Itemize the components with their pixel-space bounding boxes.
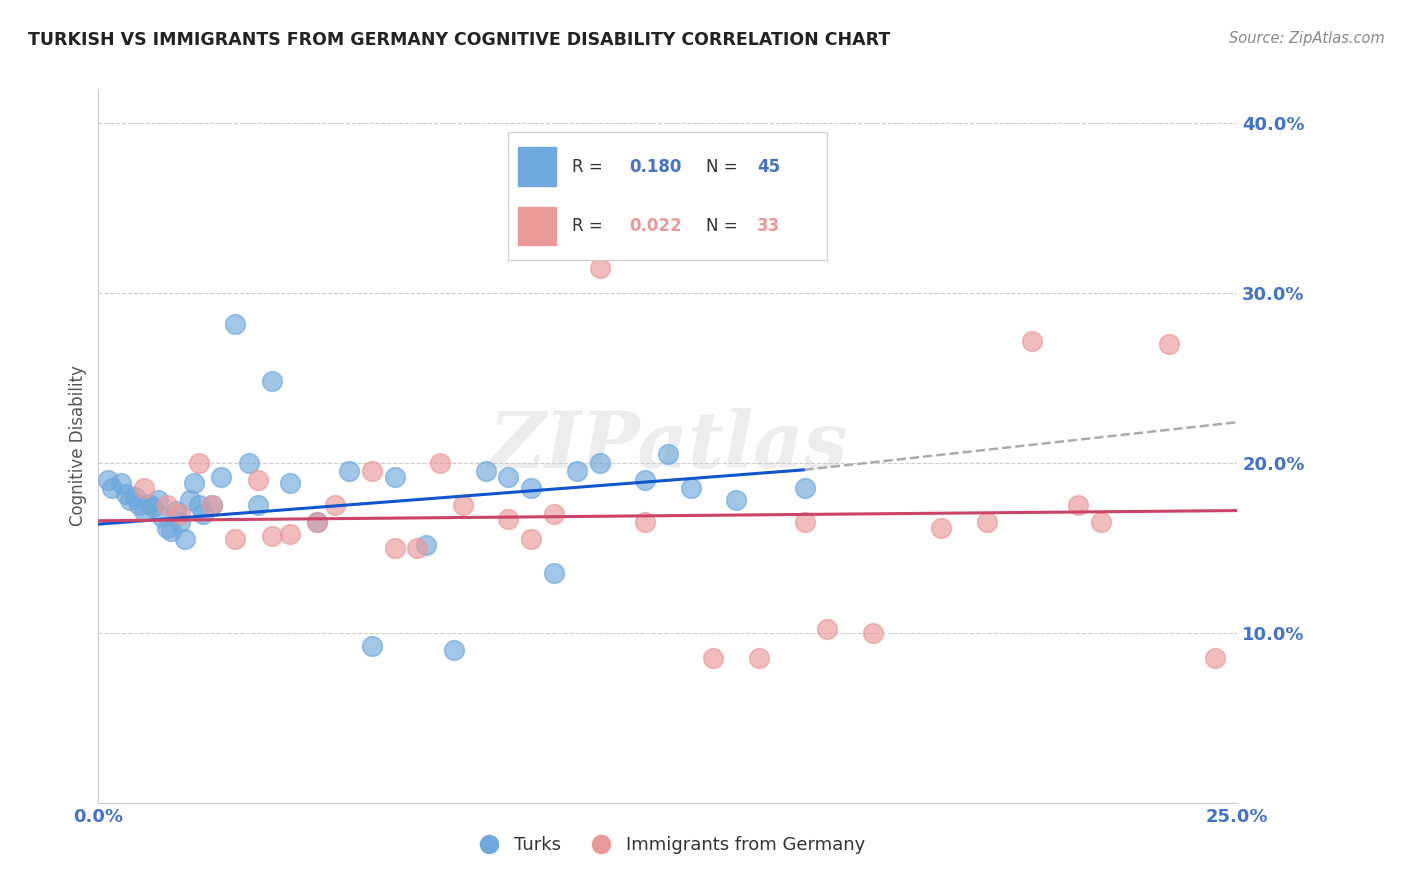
Point (748, 651, 770, 665)
Point (260, 375, 283, 389)
Point (498, 512, 520, 526)
Point (278, 476, 301, 491)
Point (169, 516, 191, 530)
Point (101, 482, 124, 496)
Point (246, 499, 269, 513)
Point (224, 533, 246, 547)
Point (96, 473, 118, 487)
Point (862, 626, 884, 640)
Point (307, 516, 329, 530)
Point (793, 516, 815, 530)
Point (169, 507, 191, 521)
Point (160, 524, 183, 538)
Point (174, 533, 197, 547)
Point (443, 643, 465, 657)
Point (278, 527, 301, 541)
Point (323, 499, 346, 513)
Point (520, 533, 543, 547)
Point (634, 516, 657, 530)
Point (120, 493, 142, 508)
Point (246, 473, 269, 487)
Point (128, 499, 150, 513)
Point (451, 499, 474, 513)
Point (415, 537, 437, 551)
Point (406, 541, 429, 555)
Point (138, 497, 160, 511)
Point (384, 469, 406, 483)
Point (156, 520, 179, 534)
Point (146, 493, 169, 508)
Point (187, 499, 209, 513)
Point (187, 456, 209, 470)
Point (679, 482, 702, 496)
Point (360, 465, 382, 479)
Point (543, 566, 565, 581)
Point (124, 490, 146, 504)
Point (337, 465, 360, 479)
Point (474, 465, 496, 479)
Point (384, 541, 406, 555)
Point (156, 499, 179, 513)
Point (725, 493, 748, 508)
Point (543, 507, 565, 521)
Point (565, 465, 588, 479)
Point (1067, 499, 1090, 513)
Point (238, 456, 260, 470)
Point (201, 499, 224, 513)
Y-axis label: Cognitive Disability: Cognitive Disability (69, 366, 87, 526)
Text: Source: ZipAtlas.com: Source: ZipAtlas.com (1229, 31, 1385, 46)
Point (150, 510, 173, 524)
Point (634, 473, 657, 487)
Point (702, 651, 724, 665)
Point (110, 476, 132, 491)
Point (179, 493, 201, 508)
Point (132, 503, 155, 517)
Point (360, 640, 382, 654)
Point (114, 486, 136, 500)
Point (498, 469, 520, 483)
Point (429, 456, 451, 470)
Point (183, 476, 205, 491)
Point (929, 520, 952, 534)
Point (657, 448, 679, 462)
Legend: Turks, Immigrants from Germany: Turks, Immigrants from Germany (464, 830, 872, 862)
Point (588, 456, 610, 470)
Point (1157, 337, 1180, 351)
Point (1204, 651, 1226, 665)
Point (142, 500, 165, 515)
Point (193, 507, 215, 521)
Point (793, 482, 815, 496)
Point (520, 482, 543, 496)
Text: TURKISH VS IMMIGRANTS FROM GERMANY COGNITIVE DISABILITY CORRELATION CHART: TURKISH VS IMMIGRANTS FROM GERMANY COGNI… (28, 31, 890, 49)
Point (132, 482, 155, 496)
Point (976, 516, 998, 530)
Point (1090, 516, 1112, 530)
Point (307, 516, 329, 530)
Point (224, 317, 246, 331)
Point (815, 623, 838, 637)
Point (165, 503, 187, 517)
Point (588, 260, 610, 275)
Text: ZIPatlas: ZIPatlas (488, 408, 848, 484)
Point (201, 499, 224, 513)
Point (260, 529, 283, 543)
Point (209, 469, 232, 483)
Point (1021, 334, 1043, 348)
